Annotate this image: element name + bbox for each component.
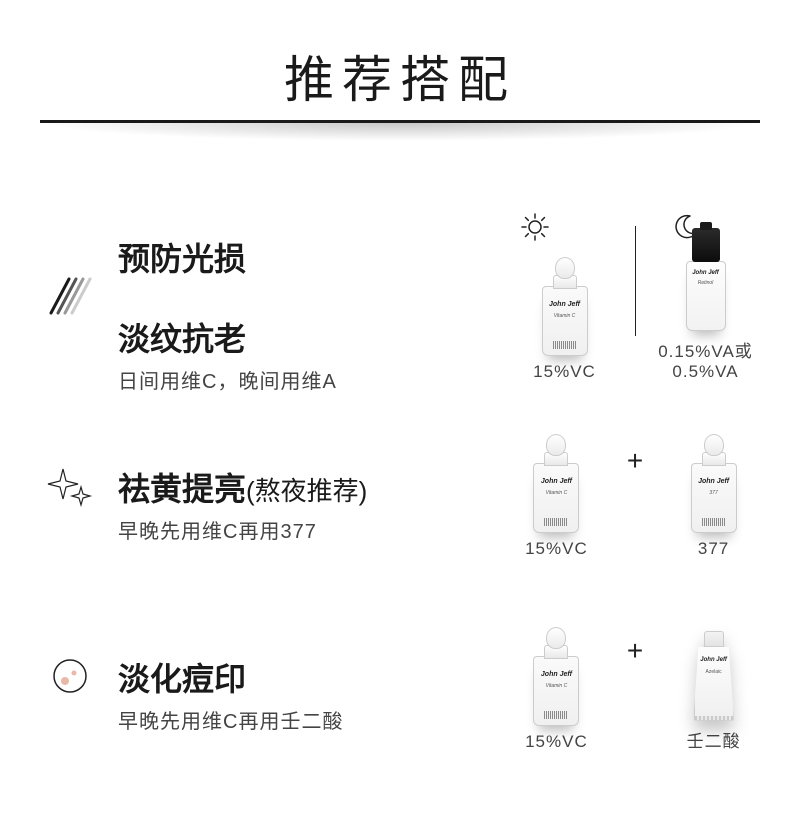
stripes-icon [40, 266, 100, 326]
brand-label: John Jeff [695, 657, 733, 663]
brand-label: John Jeff [534, 671, 578, 678]
combo-row-3: 淡化痘印 早晚先用维C再用壬二酸 John Jeff Vitamin C 15%… [0, 581, 800, 771]
sparkle-icon [40, 456, 100, 516]
row2-title: 祛黄提亮(熬夜推荐) [118, 429, 490, 509]
row2-product-1: John Jeff Vitamin C 15%VC [490, 413, 623, 559]
row2-title-line1: 祛黄提亮 [118, 471, 246, 507]
row2-desc: 早晚先用维C再用377 [118, 515, 490, 544]
plus-icon: + [627, 635, 643, 667]
tube-icon: John Jeff Azelaic [693, 631, 735, 721]
dropper-bottle-icon: John Jeff Vitamin C [533, 656, 579, 726]
row1-title-line1: 预防光损 [118, 241, 246, 277]
row3-product-2: John Jeff Azelaic 壬二酸 [647, 601, 780, 752]
row1-product-2-label: 0.15%VA或0.5%VA [636, 337, 776, 382]
row3-desc: 早晚先用维C再用壬二酸 [118, 705, 490, 734]
dropper-bottle-icon: John Jeff 377 [691, 463, 737, 533]
brand-label: John Jeff [534, 478, 578, 485]
row1-product-1-label: 15%VC [533, 362, 596, 382]
row2-text: 祛黄提亮(熬夜推荐) 早晚先用维C再用377 [118, 429, 490, 544]
dropper-bottle-icon: John Jeff Vitamin C [533, 463, 579, 533]
row3-product-1-label: 15%VC [525, 732, 588, 752]
row2-product-2: John Jeff 377 377 [647, 413, 780, 559]
row3-title-line1: 淡化痘印 [118, 661, 246, 697]
row3-title: 淡化痘印 [118, 619, 490, 699]
row2-title-suffix: (熬夜推荐) [246, 476, 367, 506]
row2-product-2-label: 377 [698, 539, 729, 559]
row1-product-2: John Jeff Retinol 0.15%VA或0.5%VA [636, 211, 776, 382]
plus-icon: + [627, 445, 643, 477]
pump-bottle-icon: John Jeff Retinol [686, 261, 726, 331]
brand-label: John Jeff [543, 301, 587, 308]
row2-product-1-label: 15%VC [525, 539, 588, 559]
spot-icon [40, 646, 100, 706]
header-shadow [40, 123, 760, 141]
row2-products: John Jeff Vitamin C 15%VC + John Jeff 37… [490, 413, 800, 559]
page-title: 推荐搭配 [40, 40, 760, 120]
row3-text: 淡化痘印 早晚先用维C再用壬二酸 [118, 619, 490, 734]
brand-label: John Jeff [692, 478, 736, 485]
row1-products: John Jeff Vitamin C 15%VC John Jeff Reti… [490, 211, 800, 382]
row3-products: John Jeff Vitamin C 15%VC + John Jeff Az… [490, 601, 800, 752]
row1-desc: 日间用维C，晚间用维A [118, 365, 490, 394]
row1-title-line2: 淡纹抗老 [118, 321, 246, 357]
combo-row-2: 祛黄提亮(熬夜推荐) 早晚先用维C再用377 John Jeff Vitamin… [0, 391, 800, 581]
row3-product-2-label: 壬二酸 [687, 727, 741, 752]
row3-product-1: John Jeff Vitamin C 15%VC [490, 606, 623, 752]
row1-product-1: John Jeff Vitamin C 15%VC [495, 236, 635, 382]
header: 推荐搭配 [40, 40, 760, 141]
brand-label: John Jeff [687, 270, 725, 276]
dropper-bottle-icon: John Jeff Vitamin C [542, 286, 588, 356]
row1-title: 预防光损 淡纹抗老 [118, 199, 490, 359]
combo-row-1: 预防光损 淡纹抗老 日间用维C，晚间用维A John Jeff Vitamin … [0, 201, 800, 391]
row1-text: 预防光损 淡纹抗老 日间用维C，晚间用维A [118, 199, 490, 394]
